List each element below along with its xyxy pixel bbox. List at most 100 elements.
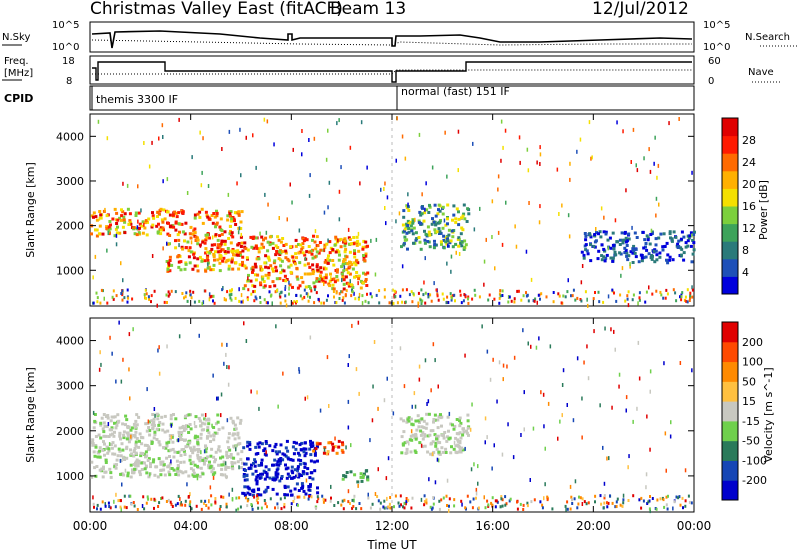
velocity-noise-cell xyxy=(226,418,229,423)
power-near-range-cell xyxy=(303,288,306,292)
power-near-range-cell xyxy=(645,290,648,294)
velocity-echo-cell xyxy=(165,441,169,445)
power-echo-cell xyxy=(239,227,243,230)
power-echo-cell xyxy=(198,255,202,259)
velocity-noise-cell xyxy=(618,372,621,377)
power-echo-cell xyxy=(294,244,298,248)
velocity-noise-cell xyxy=(502,363,505,368)
velocity-echo-cell xyxy=(441,433,445,437)
velocity-noise-cell xyxy=(225,352,227,357)
power-near-range-cell xyxy=(338,292,341,296)
velocity-echo-cell xyxy=(399,417,403,421)
velocity-echo-cell xyxy=(287,457,291,461)
power-near-range-cell xyxy=(229,296,232,300)
power-echo-cell xyxy=(339,237,343,241)
velocity-echo-cell xyxy=(308,476,312,480)
velocity-echo-cell xyxy=(255,482,259,486)
velocity-echo-cell xyxy=(103,442,106,446)
velocity-noise-cell xyxy=(373,340,376,344)
power-echo-cell xyxy=(174,221,178,225)
power-echo-cell xyxy=(192,229,196,233)
power-echo-cell xyxy=(250,245,254,249)
velocity-echo-cell xyxy=(467,433,470,437)
velocity-near-range-cell xyxy=(687,494,690,498)
velocity-echo-cell xyxy=(113,421,116,425)
power-echo-cell xyxy=(352,236,356,239)
power-echo-cell xyxy=(163,217,167,221)
power-noise-cell xyxy=(401,264,404,269)
velocity-noise-cell xyxy=(473,462,475,467)
power-echo-cell xyxy=(92,215,95,219)
power-echo-cell xyxy=(230,231,234,235)
power-echo-cell xyxy=(268,243,272,247)
velocity-echo-cell xyxy=(201,472,205,476)
velocity-echo-cell xyxy=(452,427,456,431)
velocity-echo-cell xyxy=(176,467,180,471)
velocity-echo-cell xyxy=(244,462,248,466)
power-noise-cell xyxy=(635,163,637,168)
velocity-noise-cell xyxy=(502,377,504,382)
velocity-echo-cell xyxy=(361,474,365,478)
velocity-noise-cell xyxy=(418,377,421,382)
velocity-echo-cell xyxy=(302,450,306,454)
velocity-noise-cell xyxy=(535,345,538,350)
velocity-echo-cell xyxy=(274,442,278,446)
power-echo-cell xyxy=(641,230,645,234)
power-echo-cell xyxy=(344,247,348,251)
velocity-echo-cell xyxy=(91,442,95,446)
power-echo-cell xyxy=(624,248,628,252)
power-echo-cell xyxy=(584,238,588,242)
power-near-range-cell xyxy=(638,298,641,302)
velocity-echo-cell xyxy=(203,422,207,426)
power-near-range-cell xyxy=(624,299,627,303)
velocity-echo-cell xyxy=(172,413,175,416)
power-colorbar-tick: 16 xyxy=(742,200,756,213)
power-echo-cell xyxy=(341,263,345,267)
velocity-near-range-cell xyxy=(471,506,474,510)
power-near-range-cell xyxy=(507,300,510,304)
velocity-echo-cell xyxy=(101,448,105,452)
power-echo-cell xyxy=(137,231,141,235)
velocity-near-range-cell xyxy=(405,500,408,504)
velocity-echo-cell xyxy=(111,432,114,436)
power-echo-cell xyxy=(676,242,680,246)
power-echo-cell xyxy=(624,236,628,240)
velocity-near-range-cell xyxy=(398,504,401,508)
velocity-echo-cell xyxy=(196,442,200,445)
power-echo-cell xyxy=(432,246,436,250)
velocity-noise-cell xyxy=(561,413,563,418)
velocity-near-range-cell xyxy=(397,501,400,505)
velocity-echo-cell xyxy=(240,450,244,454)
velocity-near-range-cell xyxy=(526,504,529,508)
power-echo-cell xyxy=(214,233,218,237)
velocity-noise-cell xyxy=(581,502,584,506)
power-echo-cell xyxy=(108,231,111,235)
power-echo-cell xyxy=(120,214,124,218)
power-echo-cell xyxy=(294,238,298,242)
power-echo-cell xyxy=(159,232,163,236)
velocity-echo-cell xyxy=(199,436,203,440)
power-noise-cell xyxy=(242,299,244,304)
power-echo-cell xyxy=(633,231,637,235)
power-echo-cell xyxy=(284,256,288,260)
velocity-echo-cell xyxy=(134,440,138,444)
power-near-range-cell xyxy=(467,297,469,301)
power-echo-cell xyxy=(318,277,321,281)
velocity-echo-cell xyxy=(280,476,283,480)
power-echo-cell xyxy=(116,225,119,229)
power-echo-cell xyxy=(328,258,332,262)
velocity-noise-cell xyxy=(434,358,436,363)
power-ytick-label: 4000 xyxy=(56,130,84,143)
velocity-echo-cell xyxy=(457,432,461,436)
power-near-range-cell xyxy=(574,298,577,302)
velocity-near-range-cell xyxy=(107,501,110,505)
power-echo-cell xyxy=(279,271,283,275)
power-colorbar-swatch xyxy=(722,276,738,295)
power-echo-cell xyxy=(588,233,592,237)
velocity-near-range-cell xyxy=(627,499,630,502)
power-near-range-cell xyxy=(580,299,583,303)
power-near-range-cell xyxy=(665,288,668,292)
velocity-echo-cell xyxy=(140,442,144,446)
power-echo-cell xyxy=(90,232,93,236)
velocity-echo-cell xyxy=(206,435,209,439)
